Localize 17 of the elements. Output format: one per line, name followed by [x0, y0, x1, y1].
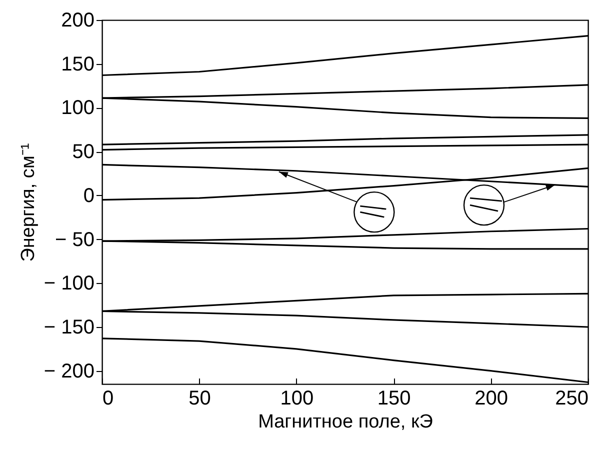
y-tick-label: 0 [83, 184, 94, 207]
y-tick-label: − 50 [55, 228, 94, 251]
y-axis-title: Энергия, см⁻¹ [18, 143, 39, 262]
y-tick-label: − 200 [44, 360, 94, 382]
y-tick-label: 200 [61, 10, 94, 32]
y-tick-label: 100 [61, 97, 94, 120]
x-tick-label: 250 [555, 388, 588, 410]
y-tick-label: − 150 [44, 316, 94, 338]
y-tick-label: − 100 [44, 272, 94, 295]
y-tick-label: 50 [72, 141, 94, 164]
y-tick-label: 150 [61, 53, 94, 76]
x-axis-title: Магнитное поле, кЭ [258, 412, 433, 432]
x-tick-label: 0 [102, 388, 114, 410]
x-tick-label: 50 [188, 388, 211, 410]
x-tick-label: 200 [474, 388, 508, 410]
x-tick-label: 150 [377, 388, 411, 410]
x-tick-label: 100 [280, 388, 314, 410]
